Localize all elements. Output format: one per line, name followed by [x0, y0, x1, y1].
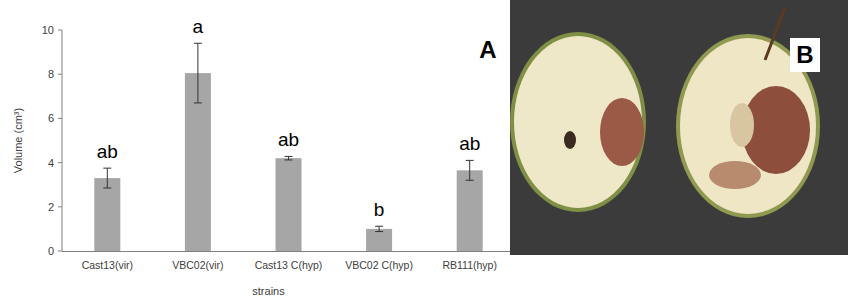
- error-bar: [103, 168, 111, 188]
- error-cap: [375, 226, 383, 227]
- x-axis: [62, 251, 515, 252]
- error-cap: [466, 160, 474, 161]
- y-tick: [58, 162, 62, 163]
- bar: [94, 178, 120, 251]
- y-tick: [58, 74, 62, 75]
- error-stem: [288, 156, 289, 160]
- y-tick-label: 10: [42, 24, 54, 36]
- x-tick-label: Cast13 C(hyp): [255, 259, 323, 271]
- significance-letter: a: [193, 16, 204, 37]
- error-cap: [375, 231, 383, 232]
- x-axis-label: strains: [252, 285, 285, 297]
- panel-label: B: [796, 41, 813, 68]
- figure: 0 2 4 6 8 10 ab a ab b ab Cast13(vir) VBC02(vir) Cast…: [0, 0, 848, 307]
- error-cap: [285, 156, 293, 157]
- y-tick-label: 0: [48, 245, 54, 257]
- panel-label-box: [474, 34, 502, 64]
- error-stem: [197, 43, 198, 103]
- panel-label-box: [790, 38, 820, 72]
- y-tick-label: 8: [48, 68, 54, 80]
- apple-skin: [676, 34, 820, 218]
- bar: [457, 170, 483, 251]
- error-cap: [466, 180, 474, 181]
- error-stem: [107, 168, 108, 188]
- error-bar: [466, 160, 474, 180]
- y-tick: [58, 206, 62, 207]
- apple-seed: [564, 131, 576, 149]
- apple-stem: [765, 8, 785, 60]
- y-axis: [62, 30, 63, 251]
- x-tick-label: Cast13(vir): [82, 259, 133, 271]
- significance-letter: ab: [97, 141, 118, 162]
- y-tick-label: 2: [48, 201, 54, 213]
- y-tick-label: 6: [48, 112, 54, 124]
- x-tick-label: VBC02(vir): [172, 259, 223, 271]
- significance-letter: ab: [459, 133, 480, 154]
- error-bar: [375, 226, 383, 231]
- error-stem: [469, 160, 470, 180]
- bars: [94, 43, 482, 251]
- y-tick: [58, 30, 62, 31]
- error-cap: [285, 159, 293, 160]
- y-tick-label: 4: [48, 157, 54, 169]
- bar: [366, 229, 392, 251]
- photo: B: [510, 0, 848, 255]
- y-tick: [58, 251, 62, 252]
- significance-letter: b: [374, 199, 385, 220]
- error-cap: [103, 168, 111, 169]
- error-bar: [194, 43, 202, 103]
- photo-background: [510, 0, 848, 255]
- y-axis-label: Volume (cm³): [12, 108, 24, 173]
- apple-flesh: [680, 38, 816, 214]
- y-tick: [58, 118, 62, 119]
- bar: [276, 158, 302, 251]
- error-cap: [194, 43, 202, 44]
- error-cap: [103, 188, 111, 189]
- apple-lesion: [600, 98, 644, 166]
- panel-label: A: [479, 36, 496, 63]
- apple-lesion: [709, 161, 761, 189]
- x-tick-label: RB111(hyp): [442, 259, 496, 271]
- error-stem: [379, 226, 380, 231]
- error-bar: [285, 156, 293, 160]
- apple-skin: [510, 32, 646, 212]
- significance-letter: ab: [278, 129, 299, 150]
- x-tick-label: VBC02 C(hyp): [345, 259, 413, 271]
- apple-core: [730, 103, 754, 147]
- error-cap: [194, 102, 202, 103]
